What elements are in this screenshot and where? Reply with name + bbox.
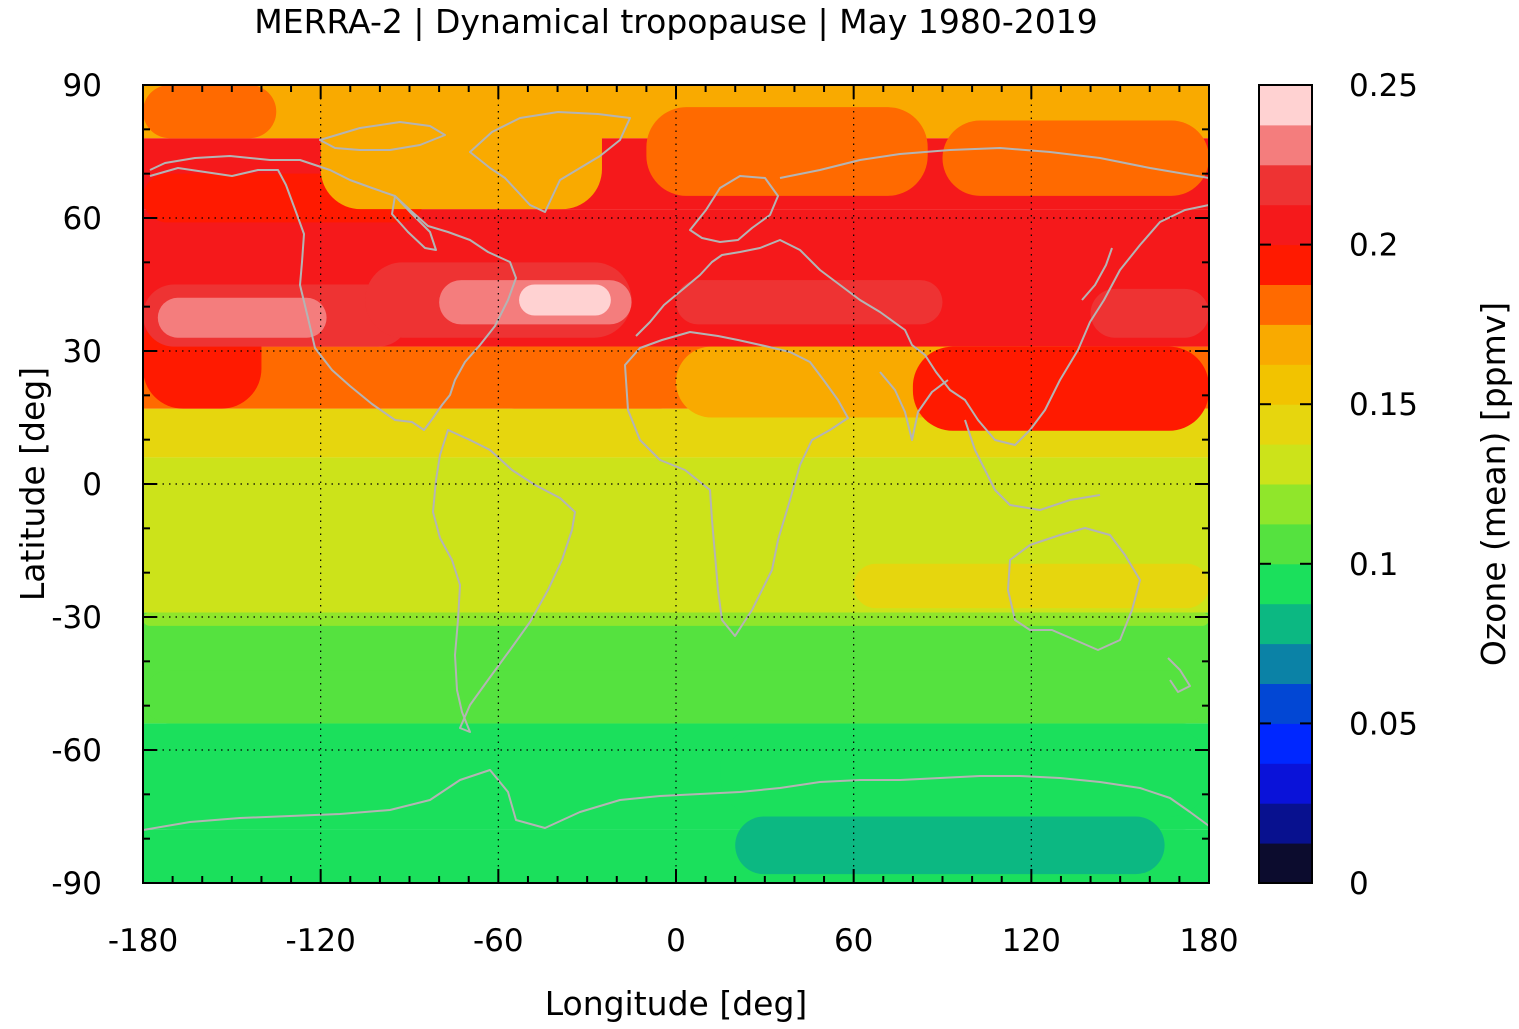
colorbar-tick-label: 0.15: [1349, 387, 1418, 423]
x-tick-label: 60: [834, 923, 873, 959]
y-tick-label: -90: [51, 866, 102, 902]
colorbar-band: [1259, 85, 1312, 126]
colorbar-band: [1259, 603, 1312, 645]
colorbar-band: [1259, 404, 1312, 445]
coastlines: [143, 111, 1209, 831]
colorbar-band: [1259, 523, 1312, 565]
colorbar-label: Ozone (mean) [ppmv]: [1474, 302, 1513, 666]
y-tick-label: 60: [63, 201, 102, 237]
colorbar-band: [1259, 204, 1312, 246]
colorbar-band: [1259, 643, 1312, 684]
colorbar-tick-label: 0.2: [1349, 228, 1398, 264]
coastline-europe: [635, 204, 1209, 446]
colorbar-frame: [1258, 84, 1313, 884]
coastline-north-america: [149, 155, 517, 431]
colorbar-band: [1259, 763, 1312, 804]
ozone-region: [483, 346, 691, 409]
coastline-india: [879, 371, 949, 441]
x-tick-label: 180: [1179, 923, 1238, 959]
colorbar-band: [1259, 244, 1312, 285]
y-axis-label: Latitude [deg]: [13, 367, 52, 601]
x-tick-label: -60: [473, 923, 524, 959]
colorbar-band: [1259, 124, 1312, 166]
y-tick-label: 90: [63, 68, 102, 104]
ozone-region: [646, 107, 928, 196]
coastline-new-zealand: [1167, 657, 1191, 693]
ozone-region: [519, 284, 611, 316]
coastline-australia: [1007, 527, 1141, 651]
colorbar-band: [1259, 364, 1312, 405]
x-tick-label: 120: [1002, 923, 1061, 959]
x-axis-tick-labels: -180 -120 -60 0 60 120 180: [108, 923, 1239, 959]
coastline-south-america: [432, 429, 576, 733]
ozone-region: [735, 816, 1165, 875]
coastline-japan: [1081, 247, 1113, 301]
colorbar-band: [1259, 484, 1312, 525]
x-axis-label: Longitude [deg]: [545, 984, 808, 1023]
coastline-hudson-bay: [391, 195, 437, 251]
ozone-region: [157, 297, 327, 338]
coastline-scandinavia: [689, 175, 779, 243]
plot-area: [143, 85, 1209, 883]
y-tick-label: -60: [51, 733, 102, 769]
x-tick-label: 0: [666, 923, 686, 959]
colorbar-band: [1259, 563, 1312, 605]
gridlines: [143, 85, 1209, 883]
colorbar-tick-label: 0.1: [1349, 547, 1398, 583]
colorbar-tick-label: 0.05: [1349, 706, 1418, 742]
colorbar: 0.25 0.2 0.15 0.1 0.05 0: [1258, 68, 1418, 902]
ozone-region: [720, 727, 1209, 817]
y-axis-tick-labels: 90 60 30 0 -30 -60 -90: [51, 68, 102, 902]
colorbar-band: [1259, 444, 1312, 485]
colorbar-tick-labels: 0.25 0.2 0.15 0.1 0.05 0: [1349, 68, 1418, 902]
colorbar-tick-label: 0.25: [1349, 68, 1418, 104]
colorbar-tick-label: 0: [1349, 866, 1369, 902]
y-tick-label: -30: [51, 600, 102, 636]
x-tick-label: -120: [285, 923, 355, 959]
coastline-southeast-asia: [964, 419, 1101, 511]
coastline-africa-eurasia: [624, 331, 849, 637]
x-tick-label: -180: [108, 923, 178, 959]
ozone-region: [942, 120, 1209, 196]
colorbar-band: [1259, 683, 1312, 724]
colorbar-ticks: [1259, 84, 1312, 884]
coastline-siberia: [779, 147, 1209, 179]
ozone-region: [676, 280, 943, 325]
ozone-region: [320, 85, 543, 152]
colorbar-band: [1259, 284, 1312, 325]
colorbar-band: [1259, 843, 1312, 884]
plot-frame-ticks: [142, 84, 1210, 884]
colorbar-band: [1259, 324, 1312, 365]
y-tick-label: 30: [63, 334, 102, 370]
colorbar-band: [1259, 723, 1312, 764]
colorbar-bands: [1259, 85, 1312, 884]
y-tick-label: 0: [82, 467, 102, 503]
coastline-antarctica: [143, 769, 1209, 831]
ozone-region: [912, 346, 1209, 431]
colorbar-band: [1259, 164, 1312, 206]
coastline-arctic-islands: [319, 121, 446, 151]
ozone-region: [1090, 288, 1209, 338]
coastline-greenland: [469, 111, 631, 213]
ozone-region: [143, 85, 277, 139]
colorbar-band: [1259, 803, 1312, 844]
chart-title: MERRA-2 | Dynamical tropopause | May 198…: [254, 2, 1097, 41]
